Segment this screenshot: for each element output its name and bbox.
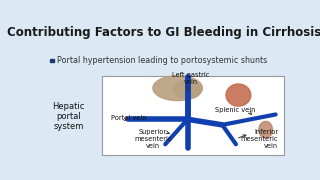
Text: Superior
mesenteric
vein: Superior mesenteric vein — [134, 129, 172, 149]
Text: Inferior
mesenteric
vein: Inferior mesenteric vein — [241, 129, 278, 149]
Text: Left gastric
vein: Left gastric vein — [172, 72, 209, 85]
Ellipse shape — [153, 76, 203, 101]
Ellipse shape — [174, 80, 201, 99]
Text: Splenic vein: Splenic vein — [215, 107, 256, 113]
Text: Hepatic
portal
system: Hepatic portal system — [52, 102, 85, 131]
Ellipse shape — [259, 121, 273, 138]
Text: Contributing Factors to GI Bleeding in Cirrhosis: Contributing Factors to GI Bleeding in C… — [7, 26, 320, 39]
Ellipse shape — [226, 84, 251, 106]
Text: Portal vein: Portal vein — [111, 115, 146, 121]
FancyBboxPatch shape — [102, 76, 284, 155]
Text: Portal hypertension leading to portosystemic shunts: Portal hypertension leading to portosyst… — [57, 56, 268, 65]
Bar — [50, 59, 54, 62]
